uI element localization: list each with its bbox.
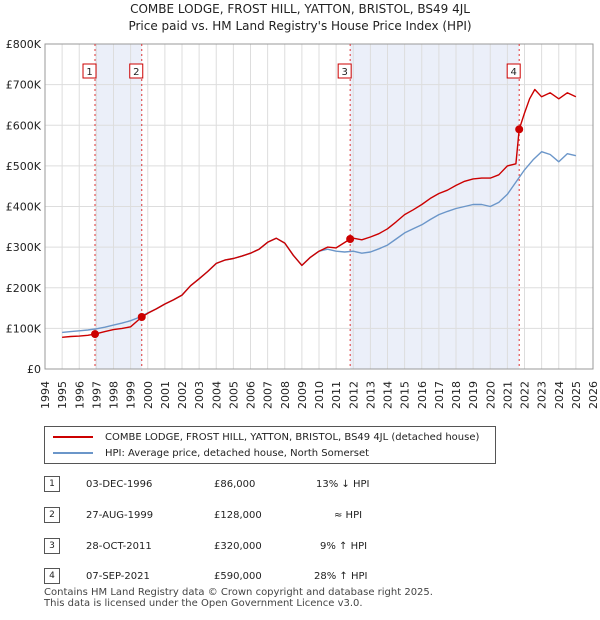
table-row: 4 07-SEP-2021 £590,000 28% ↑ HPI — [44, 568, 484, 586]
transaction-date: 28-OCT-2011 — [86, 541, 152, 552]
series-line-property — [62, 88, 577, 338]
plot-border — [44, 43, 594, 370]
legend-item-property: COMBE LODGE, FROST HILL, YATTON, BRISTOL… — [53, 429, 479, 445]
sale-label-box-2 — [129, 63, 144, 79]
y-tick-label: £500K — [6, 160, 42, 173]
x-tick-label: 2009 — [296, 381, 309, 409]
x-tick-label: 2026 — [587, 381, 600, 409]
sale-point-1 — [91, 330, 100, 339]
x-tick-label: 2022 — [519, 381, 532, 409]
legend-label-hpi: HPI: Average price, detached house, Nort… — [105, 447, 370, 459]
y-tick-label: £700K — [6, 79, 42, 92]
transaction-number-badge: 3 — [44, 538, 60, 554]
x-tick-label: 2007 — [262, 381, 275, 409]
x-tick-label: 2025 — [570, 381, 583, 409]
x-tick-label: 2023 — [536, 381, 549, 409]
x-tick-label: 2012 — [347, 381, 360, 409]
x-tick-label: 2017 — [433, 381, 446, 409]
transaction-number-badge: 4 — [44, 568, 60, 584]
transaction-hpi: 13% ↓ HPI — [316, 479, 370, 490]
x-tick-label: 2021 — [501, 381, 514, 409]
x-tick-label: 2018 — [450, 381, 463, 409]
sale-label-2: 2 — [133, 67, 139, 78]
transaction-price: £320,000 — [214, 541, 262, 552]
x-tick-label: 1994 — [39, 381, 52, 409]
transaction-price: £128,000 — [214, 510, 262, 521]
x-tick-label: 2004 — [210, 381, 223, 409]
x-tick-label: 2016 — [416, 381, 429, 409]
y-tick-label: £200K — [6, 282, 42, 295]
x-tick-label: 2008 — [279, 381, 292, 409]
sale-label-1: 1 — [86, 67, 92, 78]
sale-label-box-1 — [82, 63, 97, 79]
legend-swatch-property — [53, 436, 93, 438]
x-tick-label: 2014 — [382, 381, 395, 409]
x-tick-label: 1997 — [90, 381, 103, 409]
sale-label-3: 3 — [341, 67, 347, 78]
sale-label-4: 4 — [511, 67, 517, 78]
sale-label-box-4 — [506, 63, 521, 79]
y-tick-label: £100K — [6, 322, 42, 335]
y-tick-label: £800K — [6, 38, 42, 51]
table-row: 1 03-DEC-1996 £86,000 13% ↓ HPI — [44, 476, 484, 494]
x-tick-label: 2001 — [159, 381, 172, 409]
footer-attribution: Contains HM Land Registry data © Crown c… — [44, 587, 433, 609]
sale-point-2 — [137, 313, 146, 321]
footer-line-2: This data is licensed under the Open Gov… — [44, 598, 363, 609]
transaction-number-badge: 1 — [44, 476, 60, 492]
sale-point-3 — [346, 235, 355, 243]
x-tick-label: 2015 — [399, 381, 412, 409]
transaction-date: 07-SEP-2021 — [86, 571, 150, 582]
chart-title: COMBE LODGE, FROST HILL, YATTON, BRISTOL… — [130, 2, 470, 16]
legend-label-property: COMBE LODGE, FROST HILL, YATTON, BRISTOL… — [105, 431, 480, 443]
x-tick-label: 2000 — [142, 381, 155, 409]
y-tick-label: £300K — [6, 241, 42, 254]
table-row: 3 28-OCT-2011 £320,000 9% ↑ HPI — [44, 538, 484, 556]
x-tick-label: 2006 — [245, 381, 258, 409]
x-tick-label: 2020 — [484, 381, 497, 409]
transaction-number-badge: 2 — [44, 507, 60, 523]
transaction-hpi: ≈ HPI — [334, 510, 363, 521]
transaction-price: £86,000 — [214, 479, 256, 490]
sale-point-4 — [515, 125, 524, 134]
transaction-date: 27-AUG-1999 — [86, 510, 154, 521]
y-tick-label: £400K — [6, 201, 42, 214]
x-tick-label: 2002 — [176, 381, 189, 409]
y-tick-label: £600K — [6, 119, 42, 132]
table-row: 2 27-AUG-1999 £128,000 ≈ HPI — [44, 507, 484, 525]
transaction-date: 03-DEC-1996 — [86, 479, 153, 490]
price-chart: £0 £100K £200K £300K £400K £500K £600K £700K £80… — [6, 38, 600, 409]
legend-swatch-hpi — [53, 452, 93, 454]
transaction-price: £590,000 — [214, 571, 262, 582]
x-tick-label: 1995 — [56, 381, 69, 409]
x-tick-label: 2003 — [193, 381, 206, 409]
y-tick-label: £0 — [27, 363, 41, 376]
x-tick-label: 2005 — [227, 381, 240, 409]
x-tick-label: 2010 — [313, 381, 326, 409]
x-tick-label: 2011 — [330, 381, 343, 409]
sale-label-box-3 — [337, 63, 352, 79]
x-tick-label: 2024 — [553, 381, 566, 409]
transaction-hpi: 28% ↑ HPI — [314, 571, 368, 582]
x-tick-label: 1999 — [125, 381, 138, 409]
x-tick-label: 2019 — [467, 381, 480, 409]
legend-item-hpi: HPI: Average price, detached house, Nort… — [53, 445, 369, 461]
chart-subtitle: Price paid vs. HM Land Registry's House … — [128, 19, 472, 33]
footer-line-1: Contains HM Land Registry data © Crown c… — [44, 587, 433, 598]
legend: COMBE LODGE, FROST HILL, YATTON, BRISTOL… — [44, 426, 496, 464]
x-tick-label: 1996 — [73, 381, 86, 409]
x-tick-label: 1998 — [108, 381, 121, 409]
transaction-hpi: 9% ↑ HPI — [320, 541, 368, 552]
x-tick-label: 2013 — [364, 381, 377, 409]
